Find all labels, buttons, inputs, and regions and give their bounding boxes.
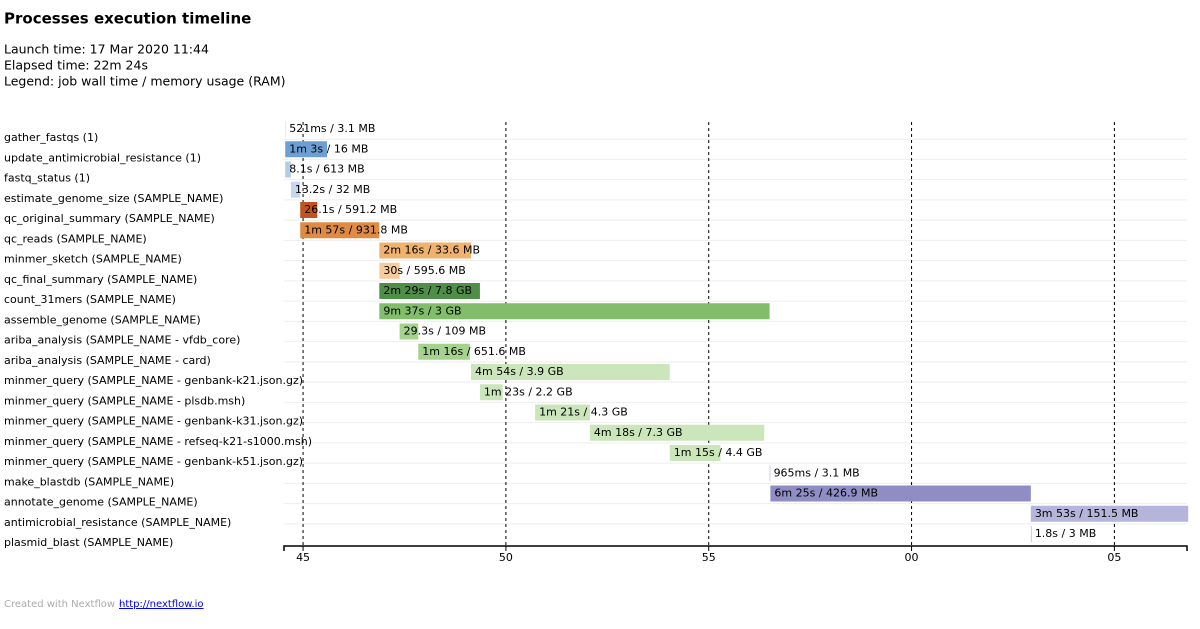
footer-link[interactable]: http://nextflow.io xyxy=(119,599,204,610)
process-name: plasmid_blast (SAMPLE_NAME) xyxy=(4,536,173,549)
task-bar xyxy=(379,283,480,299)
task-label: 2m 16s / 33.6 MB xyxy=(383,244,480,257)
process-name: minmer_query (SAMPLE_NAME - plsdb.msh) xyxy=(4,394,245,407)
task-bar xyxy=(471,364,670,380)
task-bar xyxy=(379,262,400,279)
task-label: 1m 21s / 4.3 GB xyxy=(539,406,628,419)
task-label: 4m 18s / 7.3 GB xyxy=(594,426,683,439)
task-bar xyxy=(770,485,1031,502)
task-bar xyxy=(535,404,590,421)
process-name: minmer_query (SAMPLE_NAME - refseq-k21-s… xyxy=(4,435,312,448)
task-label: 1m 15s / 4.4 GB xyxy=(674,446,763,459)
elapsed-time: Elapsed time: 22m 24s xyxy=(4,58,148,73)
process-name: annotate_genome (SAMPLE_NAME) xyxy=(4,496,198,509)
task-label: 1m 16s / 651.6 MB xyxy=(422,345,526,358)
task-bar xyxy=(300,202,318,218)
task-label: 965ms / 3.1 MB xyxy=(774,466,860,479)
process-name: qc_final_summary (SAMPLE_NAME) xyxy=(4,273,197,286)
task-bar xyxy=(285,121,287,137)
x-tick-label: 50 xyxy=(499,551,513,564)
task-bar xyxy=(1030,526,1033,542)
process-name: make_blastdb (SAMPLE_NAME) xyxy=(4,475,174,488)
task-label: 521ms / 3.1 MB xyxy=(289,122,375,135)
task-label: 6m 25s / 426.9 MB xyxy=(774,487,878,500)
task-bar xyxy=(418,343,470,360)
process-name: update_antimicrobial_resistance (1) xyxy=(4,151,201,164)
process-name: gather_fastqs (1) xyxy=(4,131,98,144)
task-label: 2m 29s / 7.8 GB xyxy=(383,284,472,297)
task-bar xyxy=(669,445,721,461)
x-tick-label: 05 xyxy=(1107,551,1121,564)
process-name: fastq_status (1) xyxy=(4,172,90,185)
process-name: estimate_genome_size (SAMPLE_NAME) xyxy=(4,192,223,205)
process-name: antimicrobial_resistance (SAMPLE_NAME) xyxy=(4,516,231,529)
task-bar xyxy=(399,323,419,340)
process-name: qc_original_summary (SAMPLE_NAME) xyxy=(4,212,215,225)
task-bar xyxy=(479,384,503,401)
footer-text: Created with Nextflow -- xyxy=(4,599,126,610)
x-tick-label: 00 xyxy=(905,551,919,564)
process-name: ariba_analysis (SAMPLE_NAME - card) xyxy=(4,354,211,367)
task-label: 1.8s / 3 MB xyxy=(1035,527,1096,540)
task-bar xyxy=(300,222,380,239)
process-name: minmer_query (SAMPLE_NAME - genbank-k31.… xyxy=(4,415,303,428)
task-bar xyxy=(285,161,291,178)
process-name: count_31mers (SAMPLE_NAME) xyxy=(4,293,176,306)
task-label: 4m 54s / 3.9 GB xyxy=(475,365,564,378)
task-label: 1m 57s / 931.8 MB xyxy=(304,223,408,236)
task-bar xyxy=(589,424,765,441)
task-label: 30s / 595.6 MB xyxy=(383,264,465,277)
task-bar xyxy=(379,303,770,320)
process-name: minmer_query (SAMPLE_NAME - genbank-k51.… xyxy=(4,455,303,468)
task-label: 29.3s / 109 MB xyxy=(404,325,486,338)
task-label: 13.2s / 32 MB xyxy=(295,183,370,196)
process-name: qc_reads (SAMPLE_NAME) xyxy=(4,232,147,245)
task-bar xyxy=(379,242,472,259)
task-label: 8.1s / 613 MB xyxy=(289,163,364,176)
task-label: 3m 53s / 151.5 MB xyxy=(1035,507,1139,520)
task-bar xyxy=(290,181,301,198)
process-name: assemble_genome (SAMPLE_NAME) xyxy=(4,313,201,326)
x-tick-label: 45 xyxy=(296,551,310,564)
process-name: minmer_sketch (SAMPLE_NAME) xyxy=(4,253,182,266)
task-label: 9m 37s / 3 GB xyxy=(383,304,461,317)
task-bar xyxy=(1030,505,1189,522)
task-bar xyxy=(769,465,771,482)
legend-note: Legend: job wall time / memory usage (RA… xyxy=(4,74,286,89)
title: Processes execution timeline xyxy=(4,10,251,28)
task-label: 1m 23s / 2.2 GB xyxy=(484,385,573,398)
task-bar xyxy=(285,141,327,158)
process-name: minmer_query (SAMPLE_NAME - genbank-k21.… xyxy=(4,374,303,387)
launch-time: Launch time: 17 Mar 2020 11:44 xyxy=(4,42,209,57)
task-label: 1m 3s / 16 MB xyxy=(289,142,368,155)
process-name: ariba_analysis (SAMPLE_NAME - vfdb_core) xyxy=(4,334,240,347)
task-label: 26.1s / 591.2 MB xyxy=(304,203,397,216)
x-tick-label: 55 xyxy=(702,551,716,564)
x-axis xyxy=(283,545,1188,551)
